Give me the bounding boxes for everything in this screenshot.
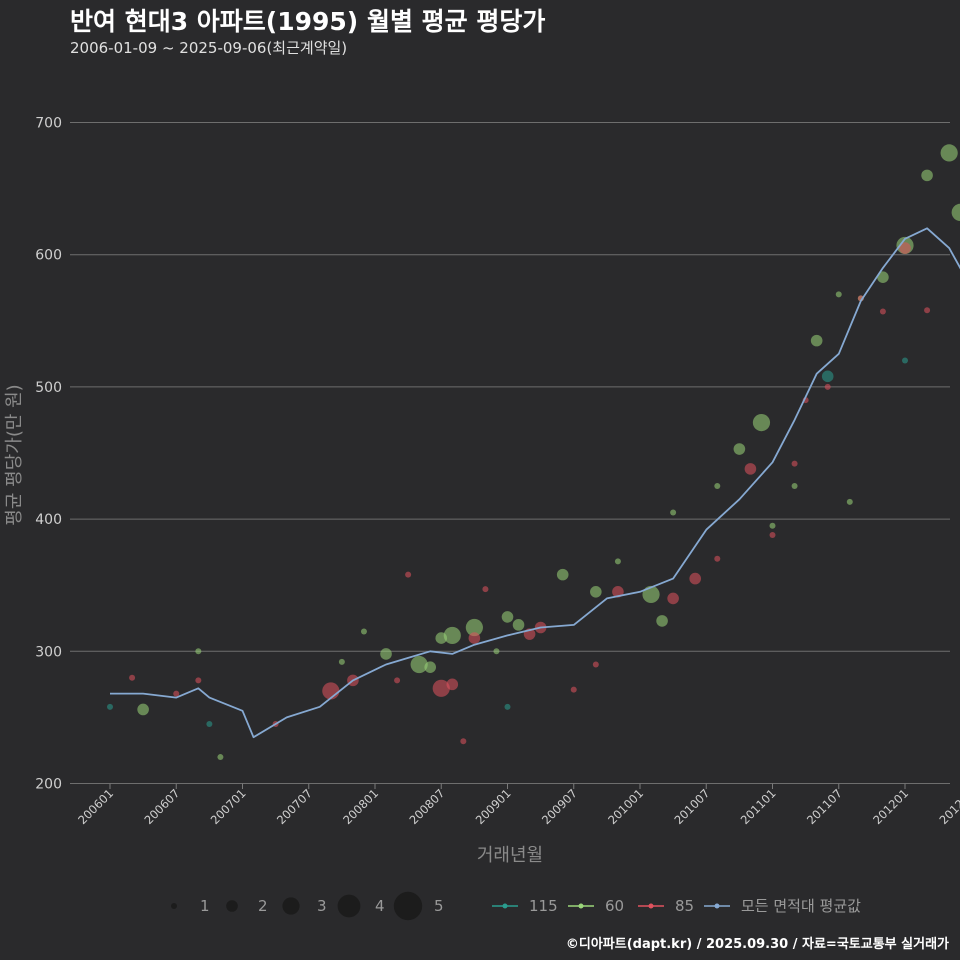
- credit-text: ©디아파트(dapt.kr) / 2025.09.30 / 자료=국토교통부 실…: [566, 936, 949, 952]
- point-60-16: [614, 558, 621, 565]
- point-60-17: [642, 585, 660, 604]
- point-60-19: [670, 509, 677, 516]
- point-60-18: [656, 615, 668, 627]
- y-axis-label: 평균 평당가(만 원): [4, 384, 25, 525]
- y-axis-ticks: 200 300 400 500 600 700: [35, 116, 62, 793]
- point-60-13: [512, 619, 525, 631]
- point-60-2: [217, 754, 224, 761]
- legend: 1 2 3 4 5 115 60 85 모든 면적대 평균값: [171, 891, 861, 921]
- legend-size-marker-3: [282, 897, 300, 915]
- y-tick-label-400: 400: [35, 512, 62, 528]
- point-60-22: [752, 413, 771, 432]
- point-85-11: [468, 632, 481, 644]
- legend-size-marker-1: [171, 903, 177, 909]
- point-85-12: [482, 586, 489, 593]
- x-axis-label: 거래년월: [477, 845, 543, 866]
- point-85-27: [879, 308, 886, 315]
- point-60-3: [338, 658, 345, 665]
- point-60-23: [769, 522, 776, 529]
- point-60-12: [501, 611, 514, 623]
- point-60-14: [556, 568, 569, 581]
- y-tick-label-200: 200: [35, 777, 62, 793]
- chart-title: 반여 현대3 아파트(1995) 월별 평균 평당가: [70, 7, 545, 36]
- point-115-3: [821, 370, 834, 383]
- point-60-4: [360, 628, 367, 635]
- point-115-1: [206, 721, 213, 728]
- point-85-21: [744, 463, 757, 475]
- point-85-25: [824, 383, 831, 390]
- point-60-6: [410, 655, 428, 674]
- legend-size-label-1: 1: [200, 897, 210, 915]
- point-85-8: [432, 679, 450, 697]
- point-85-10: [460, 738, 467, 745]
- scatter-points: [107, 144, 960, 761]
- point-60-27: [835, 291, 842, 298]
- legend-size-label-2: 2: [258, 897, 268, 915]
- point-60-25: [810, 334, 823, 347]
- legend-color-dot-60: [578, 903, 584, 909]
- legend-size-label-4: 4: [375, 897, 385, 915]
- point-85-23: [791, 460, 798, 467]
- legend-color-dot-avg: [714, 903, 720, 909]
- legend-color-dot-115: [502, 903, 508, 909]
- point-60-26: [846, 498, 853, 505]
- legend-color-label-60: 60: [605, 897, 624, 915]
- point-60-31: [921, 169, 933, 182]
- legend-size-marker-2: [226, 900, 238, 912]
- point-85-16: [592, 661, 599, 668]
- point-60-32: [940, 144, 958, 162]
- legend-color-label-115: 115: [529, 897, 558, 915]
- y-tick-label-600: 600: [35, 248, 62, 264]
- point-115-2: [504, 703, 511, 710]
- point-60-10: [465, 618, 483, 637]
- point-60-15: [590, 586, 602, 598]
- point-85-2: [195, 677, 202, 684]
- point-85-18: [667, 592, 679, 605]
- point-85-19: [689, 572, 702, 585]
- point-60-11: [493, 648, 500, 655]
- legend-size-label-5: 5: [434, 897, 444, 915]
- point-60-0: [137, 703, 149, 716]
- point-85-1: [173, 690, 180, 697]
- point-60-9: [443, 626, 461, 645]
- y-tick-label-700: 700: [35, 116, 62, 132]
- point-60-1: [195, 648, 202, 655]
- point-115-0: [107, 703, 113, 710]
- average-line: [110, 227, 960, 739]
- point-60-7: [424, 661, 437, 673]
- point-85-6: [394, 677, 401, 684]
- point-85-20: [714, 555, 721, 562]
- legend-size-label-3: 3: [317, 897, 327, 915]
- y-tick-label-300: 300: [35, 644, 62, 660]
- legend-size-marker-4: [337, 894, 361, 918]
- legend-size-marker-5: [393, 891, 423, 921]
- point-60-21: [733, 443, 746, 455]
- point-60-29: [877, 271, 889, 283]
- average-line-layer: [110, 227, 960, 739]
- point-85-0: [129, 674, 136, 681]
- legend-color-label-avg: 모든 면적대 평균값: [741, 897, 861, 915]
- chart-subtitle: 2006-01-09 ~ 2025-09-06(최근계약일): [70, 39, 347, 57]
- legend-color-label-85: 85: [675, 897, 694, 915]
- y-tick-label-500: 500: [35, 380, 62, 396]
- point-60-24: [791, 483, 798, 490]
- point-85-15: [570, 686, 577, 693]
- point-60-33: [951, 203, 960, 221]
- point-85-22: [769, 531, 776, 538]
- point-85-29: [924, 307, 931, 314]
- point-60-5: [380, 648, 392, 660]
- point-115-4: [902, 357, 908, 364]
- gridlines: [70, 122, 950, 784]
- point-85-7: [405, 571, 412, 578]
- legend-color-dot-85: [648, 903, 654, 909]
- point-85-28: [899, 242, 911, 254]
- point-85-9: [446, 678, 459, 691]
- point-60-20: [714, 483, 721, 490]
